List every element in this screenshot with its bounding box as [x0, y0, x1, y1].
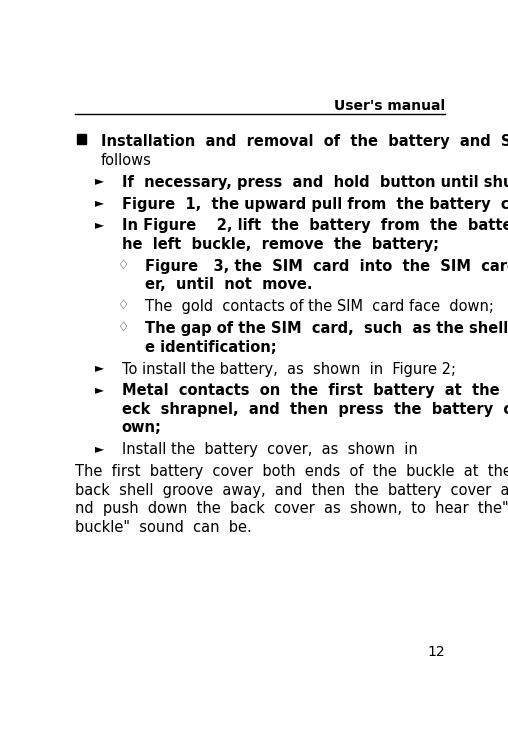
Text: Figure  1,  the upward pull from  the battery  cover;: Figure 1, the upward pull from the batte…: [122, 196, 508, 211]
Text: back  shell  groove  away,  and  then  the  battery  cover  a: back shell groove away, and then the bat…: [75, 482, 508, 497]
Text: ♢: ♢: [118, 321, 129, 334]
Text: e identification;: e identification;: [145, 339, 277, 354]
Text: ►: ►: [95, 383, 104, 396]
Text: If  necessary, press  and  hold  button until shutdown;: If necessary, press and hold button unti…: [122, 175, 508, 189]
Bar: [77, 134, 86, 144]
Text: eck  shrapnel,  and  then  press  the  battery  can  be  d: eck shrapnel, and then press the battery…: [122, 402, 508, 417]
Text: 12: 12: [428, 645, 446, 659]
Text: he  left  buckle,  remove  the  battery;: he left buckle, remove the battery;: [122, 237, 439, 252]
Text: er,  until  not  move.: er, until not move.: [145, 277, 313, 292]
Text: buckle"  sound  can  be.: buckle" sound can be.: [75, 520, 251, 535]
Text: Install the  battery  cover,  as  shown  in: Install the battery cover, as shown in: [122, 442, 418, 457]
Text: Figure   3, the  SIM  card  into  the  SIM  card  hold: Figure 3, the SIM card into the SIM card…: [145, 259, 508, 274]
Text: nd  push  down  the  back  cover  as  shown,  to  hear  the": nd push down the back cover as shown, to…: [75, 501, 508, 516]
Text: The gap of the SIM  card,  such  as the shell at  th: The gap of the SIM card, such as the she…: [145, 321, 508, 336]
Text: ►: ►: [95, 219, 104, 231]
Text: ♦: ♦: [119, 323, 128, 333]
Text: The  gold  contacts of the SIM  card face  down;: The gold contacts of the SIM card face d…: [145, 300, 494, 315]
Text: To install the battery,  as  shown  in  Figure 2;: To install the battery, as shown in Figu…: [122, 362, 456, 377]
Text: ►: ►: [95, 196, 104, 210]
Text: In Figure    2, lift  the  battery  from  the  battery  to  t: In Figure 2, lift the battery from the b…: [122, 219, 508, 234]
Text: Metal  contacts  on  the  first  battery  at  the  battery-d: Metal contacts on the first battery at t…: [122, 383, 508, 398]
Text: ♦: ♦: [119, 260, 128, 270]
Text: own;: own;: [122, 420, 162, 435]
Text: ►: ►: [95, 361, 104, 374]
Text: User's manual: User's manual: [334, 99, 446, 113]
Text: ►: ►: [95, 442, 104, 455]
Text: ►: ►: [95, 175, 104, 187]
Text: Installation  and  removal  of  the  battery  and  SIM  as: Installation and removal of the battery …: [101, 134, 508, 149]
Text: The  first  battery  cover  both  ends  of  the  buckle  at  the: The first battery cover both ends of the…: [75, 464, 508, 479]
Text: ♢: ♢: [118, 299, 129, 312]
Text: ♦: ♦: [119, 300, 128, 311]
Text: follows: follows: [101, 153, 152, 168]
Text: ♢: ♢: [118, 258, 129, 272]
